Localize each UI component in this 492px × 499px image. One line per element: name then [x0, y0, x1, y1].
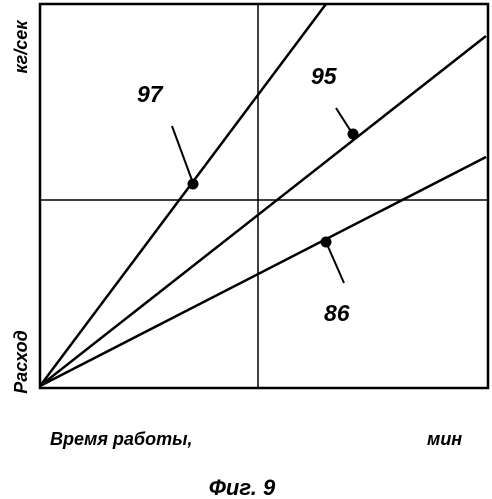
curve-97-leader [172, 126, 193, 183]
curve-97-marker [188, 179, 199, 190]
curve-95-marker [348, 129, 359, 140]
curve-86-line [40, 157, 486, 386]
x-axis-unit-label: мин [427, 429, 462, 449]
curve-86-label: 86 [324, 300, 350, 326]
curve-95-label: 95 [311, 63, 338, 89]
figure-caption: Фиг. 9 [209, 475, 276, 499]
curve-86-leader [326, 242, 344, 283]
curve-95-leader [336, 108, 352, 133]
plot-frame [40, 4, 488, 388]
curve-97-label: 97 [137, 81, 164, 107]
y-axis-unit-label: кг/сек [11, 20, 31, 74]
x-axis-title-label: Время работы, [50, 429, 192, 449]
curve-86-marker [321, 237, 332, 248]
y-axis-title-label: Расход [11, 330, 31, 393]
